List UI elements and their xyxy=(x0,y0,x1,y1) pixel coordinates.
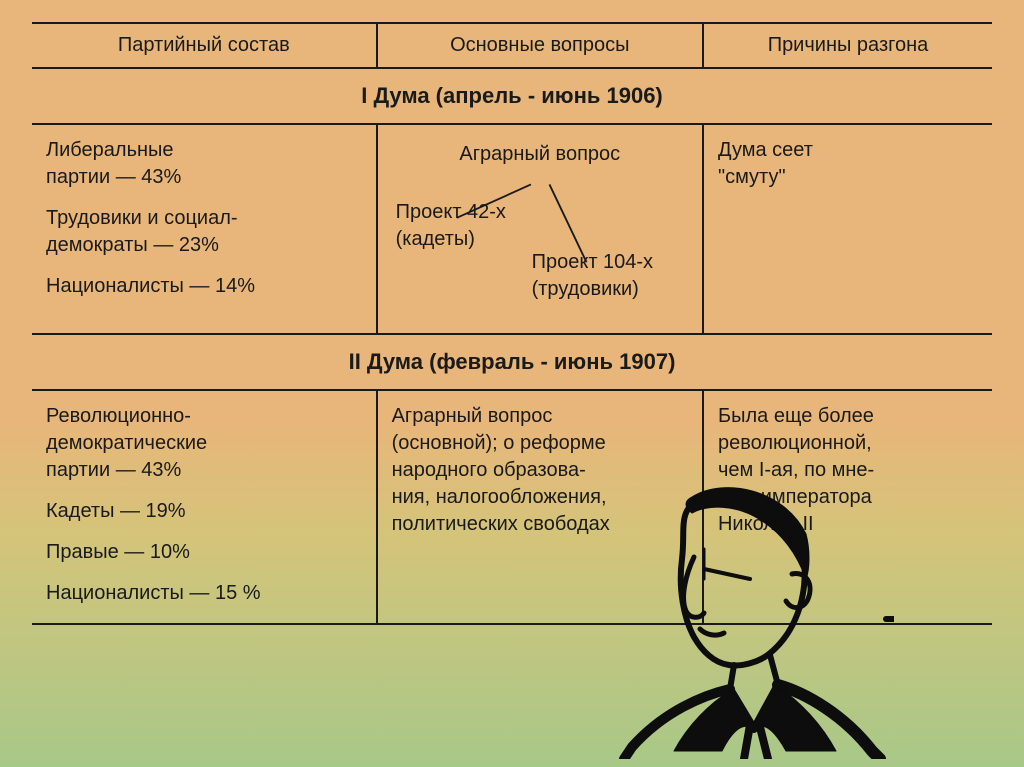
duma2-party1-line3: партии — 43% xyxy=(46,457,362,484)
project-104: Проект 104-х (трудовики) xyxy=(532,249,653,303)
project-42: Проект 42-х (кадеты) xyxy=(396,199,506,253)
duma2-reason-line2: революционной, xyxy=(718,430,978,457)
table-header-row: Партийный состав Основные вопросы Причин… xyxy=(32,22,992,69)
duma1-reason-line1: Дума сеет xyxy=(718,137,978,164)
agrarian-diagram: Аграрный вопрос Проект 42-х (кадеты) Про… xyxy=(392,137,688,317)
duma2-party4: Националисты — 15 % xyxy=(46,580,362,607)
duma1-party1-line2: партии — 43% xyxy=(46,164,362,191)
col-header-reasons: Причины разгона xyxy=(704,24,992,67)
duma2-title: II Дума (февраль - июнь 1907) xyxy=(32,335,992,391)
duma1-title: I Дума (апрель - июнь 1906) xyxy=(32,69,992,125)
duma2-parties-cell: Революционно- демократические партии — 4… xyxy=(32,391,378,623)
project-42-line2: (кадеты) xyxy=(396,226,506,253)
duma2-party1-line1: Революционно- xyxy=(46,403,362,430)
duma2-issues-line1: Аграрный вопрос xyxy=(392,403,688,430)
duma1-issues-cell: Аграрный вопрос Проект 42-х (кадеты) Про… xyxy=(378,125,704,333)
agrarian-title: Аграрный вопрос xyxy=(459,141,620,168)
duma2-reason-line1: Была еще более xyxy=(718,403,978,430)
col-header-issues: Основные вопросы xyxy=(378,24,704,67)
duma2-party2: Кадеты — 19% xyxy=(46,498,362,525)
duma2-issues-line2: (основной); о реформе xyxy=(392,430,688,457)
project-104-line1: Проект 104-х xyxy=(532,249,653,276)
portrait-sketch-icon xyxy=(554,479,894,759)
duma1-party1-line1: Либеральные xyxy=(46,137,362,164)
project-104-line2: (трудовики) xyxy=(532,276,653,303)
duma1-party2-line2: демократы — 23% xyxy=(46,232,362,259)
col-header-party: Партийный состав xyxy=(32,24,378,67)
duma1-row: Либеральные партии — 43% Трудовики и соц… xyxy=(32,125,992,335)
duma1-parties-cell: Либеральные партии — 43% Трудовики и соц… xyxy=(32,125,378,333)
project-42-line1: Проект 42-х xyxy=(396,199,506,226)
duma1-reason-line2: "смуту" xyxy=(718,164,978,191)
duma1-party3: Националисты — 14% xyxy=(46,273,362,300)
duma1-reason-cell: Дума сеет "смуту" xyxy=(704,125,992,333)
duma2-party3: Правые — 10% xyxy=(46,539,362,566)
duma1-party2-line1: Трудовики и социал- xyxy=(46,205,362,232)
duma2-party1-line2: демократические xyxy=(46,430,362,457)
